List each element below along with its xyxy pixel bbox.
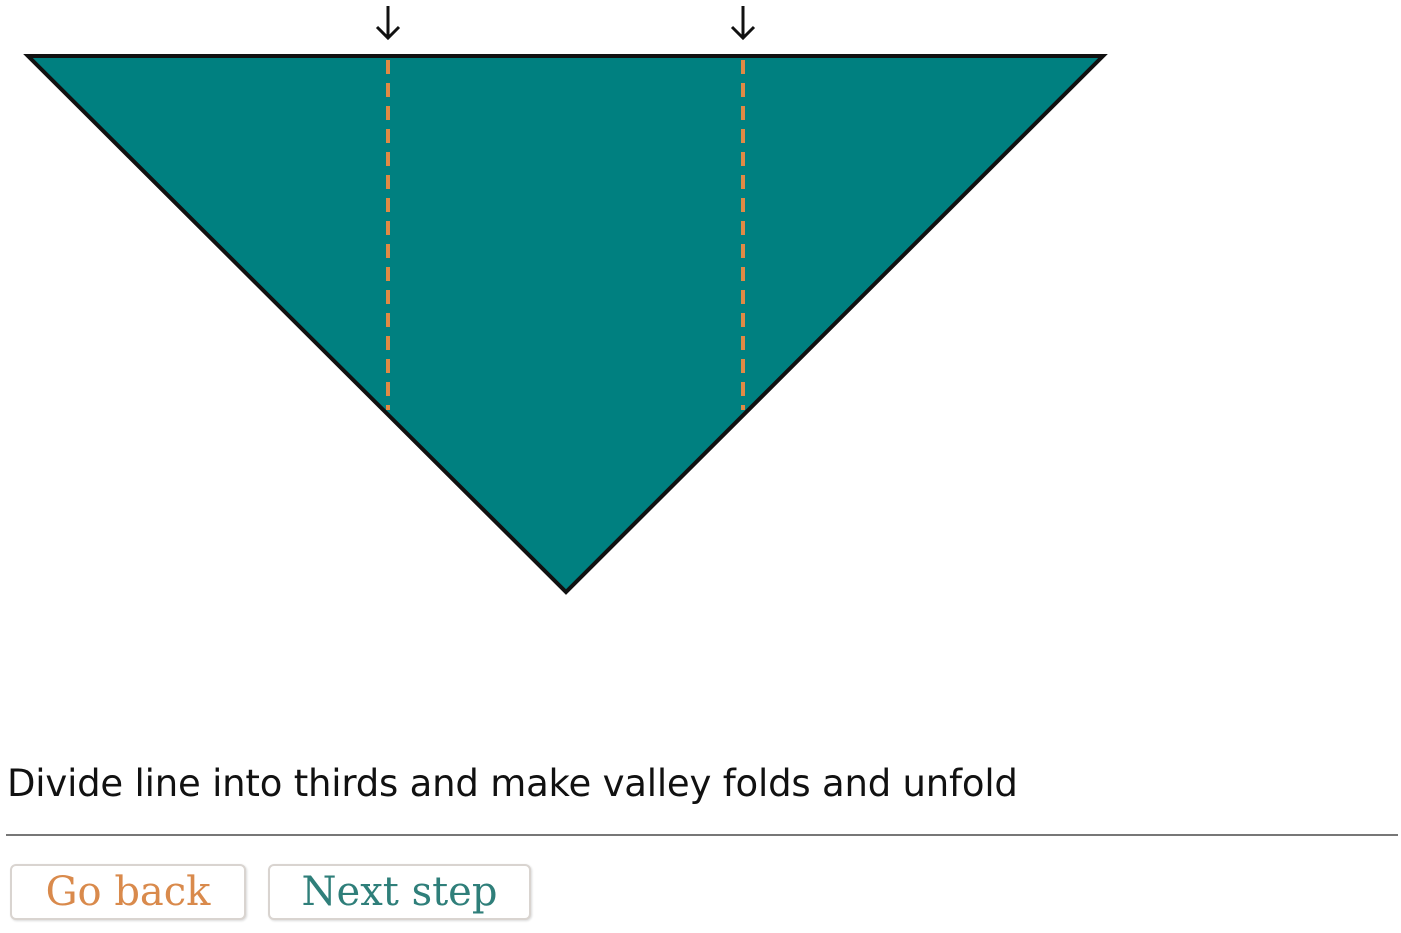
- down-arrow-icon: [730, 6, 756, 41]
- go-back-button[interactable]: Go back: [10, 864, 246, 920]
- paper-triangle: [23, 54, 1108, 595]
- origami-diagram: [23, 6, 1108, 595]
- down-arrow-icon: [375, 6, 401, 41]
- next-step-button[interactable]: Next step: [268, 864, 531, 920]
- instruction-text: Divide line into thirds and make valley …: [7, 762, 1018, 805]
- divider: [6, 834, 1398, 836]
